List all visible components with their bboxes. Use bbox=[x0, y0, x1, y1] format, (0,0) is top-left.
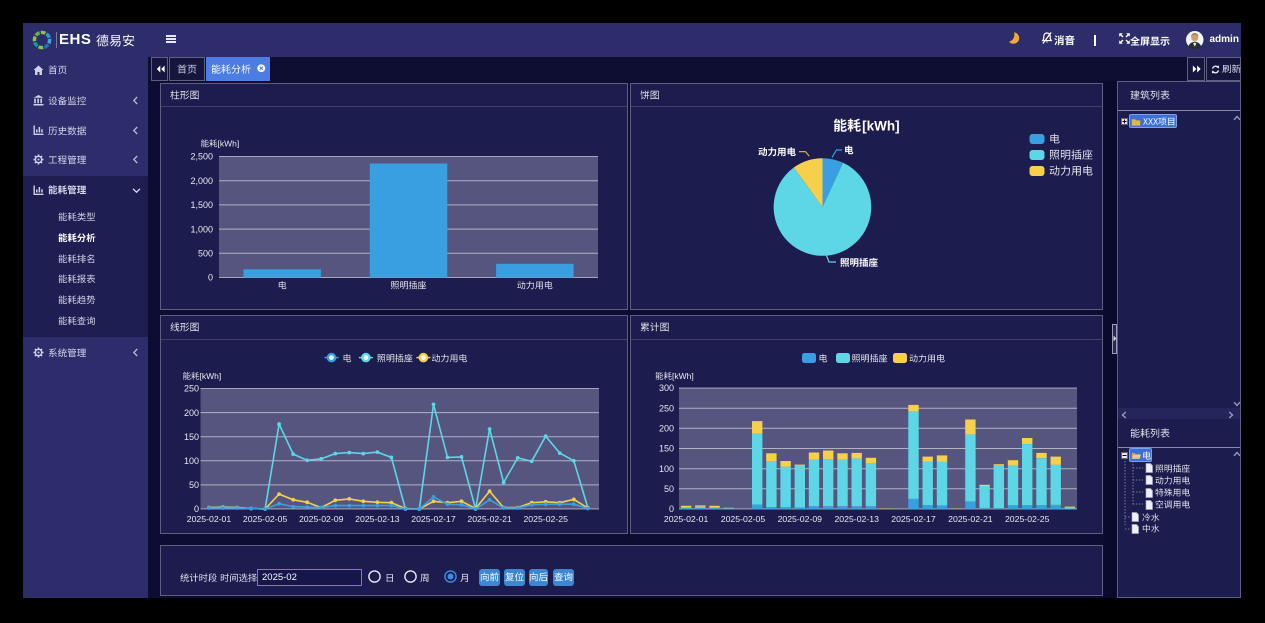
svg-text:[kWh]: [kWh] bbox=[862, 118, 900, 133]
svg-text:2025-02-17: 2025-02-17 bbox=[411, 514, 456, 524]
svg-text:100: 100 bbox=[659, 464, 674, 474]
svg-text:2025-02-01: 2025-02-01 bbox=[186, 514, 231, 524]
svg-text:100: 100 bbox=[183, 456, 198, 466]
svg-text:2025-02-25: 2025-02-25 bbox=[523, 514, 568, 524]
svg-text:500: 500 bbox=[197, 248, 212, 258]
svg-text:300: 300 bbox=[659, 383, 674, 393]
svg-text:2025-02-25: 2025-02-25 bbox=[1005, 514, 1050, 524]
svg-text:50: 50 bbox=[664, 484, 674, 494]
svg-text:250: 250 bbox=[659, 403, 674, 413]
svg-text:2025-02-09: 2025-02-09 bbox=[298, 514, 343, 524]
svg-text:200: 200 bbox=[659, 424, 674, 434]
svg-text:0: 0 bbox=[207, 272, 212, 282]
svg-text:50: 50 bbox=[188, 480, 198, 490]
svg-text:2025-02-01: 2025-02-01 bbox=[664, 514, 709, 524]
svg-text:2025-02-21: 2025-02-21 bbox=[948, 514, 993, 524]
svg-text:2025-02-21: 2025-02-21 bbox=[467, 514, 512, 524]
svg-text:2025-02-05: 2025-02-05 bbox=[721, 514, 766, 524]
svg-text:150: 150 bbox=[183, 432, 198, 442]
svg-text:2025-02-09: 2025-02-09 bbox=[778, 514, 823, 524]
svg-text:0: 0 bbox=[669, 504, 674, 514]
svg-text:[kWh]: [kWh] bbox=[672, 371, 694, 381]
svg-text:2,500: 2,500 bbox=[190, 151, 213, 161]
svg-text:150: 150 bbox=[659, 444, 674, 454]
svg-text:2,000: 2,000 bbox=[190, 175, 213, 185]
svg-text:2025-02-13: 2025-02-13 bbox=[834, 514, 879, 524]
svg-text:[kWh]: [kWh] bbox=[199, 371, 221, 381]
svg-text:2025-02-13: 2025-02-13 bbox=[355, 514, 400, 524]
svg-text:2025-02-17: 2025-02-17 bbox=[891, 514, 936, 524]
svg-text:2025-02-05: 2025-02-05 bbox=[242, 514, 287, 524]
svg-text:200: 200 bbox=[183, 408, 198, 418]
svg-text:1,000: 1,000 bbox=[190, 224, 213, 234]
svg-text:250: 250 bbox=[183, 384, 198, 394]
svg-text:[kWh]: [kWh] bbox=[217, 138, 239, 148]
svg-text:1,500: 1,500 bbox=[190, 200, 213, 210]
svg-text:0: 0 bbox=[193, 504, 198, 514]
